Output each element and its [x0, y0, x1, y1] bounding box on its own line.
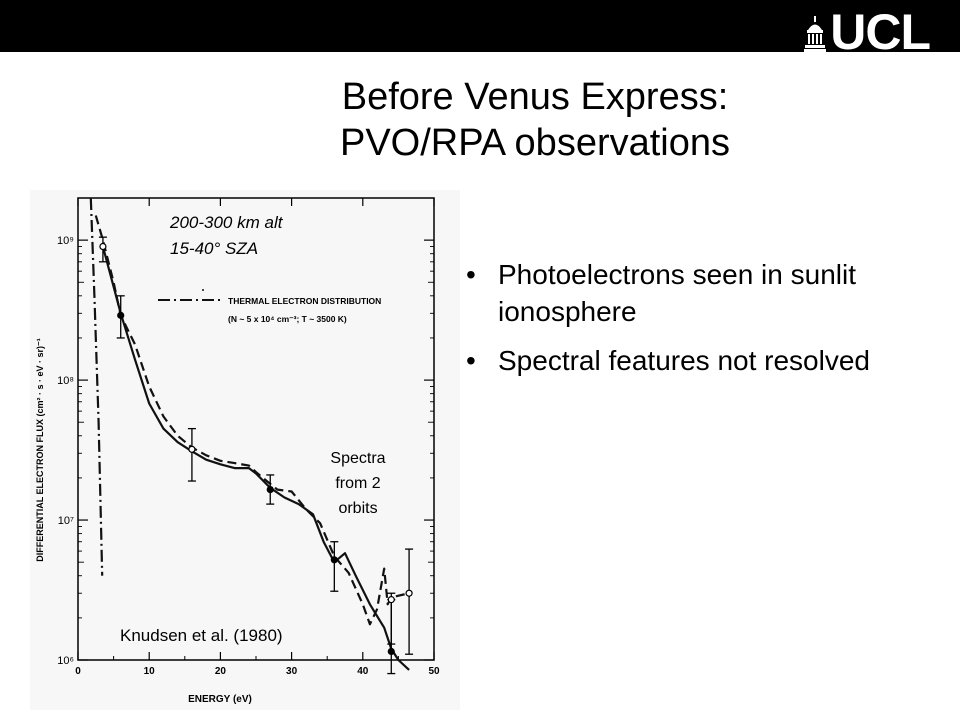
annotation-spectra-line-1: Spectra [330, 450, 385, 467]
bullet-list: Photoelectrons seen in sunlit ionosphere… [462, 256, 942, 391]
series-line-dashed [94, 215, 410, 626]
x-tick-label: 40 [357, 666, 369, 677]
data-point-open [387, 596, 395, 604]
data-point-filled [387, 647, 395, 656]
slide-title-line-2: PVO/RPA observations [339, 122, 731, 164]
x-tick-label: 50 [428, 666, 440, 677]
x-tick-label: 10 [144, 666, 156, 677]
x-tick-label: 0 [75, 666, 81, 677]
annotation-spectra-line-2: from 2 [335, 475, 380, 492]
x-tick-label: 20 [215, 666, 227, 677]
ucl-logo-text: UCL [830, 4, 931, 60]
y-tick-label: 10⁶ [57, 655, 74, 667]
series-line-dash-dot [89, 197, 104, 576]
data-point-open [188, 445, 196, 453]
ucl-logo: UCL [804, 4, 931, 60]
slide-title: Before Venus Express: PVO/RPA observatio… [250, 74, 820, 166]
y-tick-label: 10⁷ [58, 515, 74, 527]
chart-panel: 0 10 20 30 40 50 10⁶ 10⁷ 10⁸ 10⁹ 200-300 km alt 1… [30, 190, 460, 710]
annotation-sza: 15-40° SZA [170, 239, 258, 258]
slide-title-line-1: Before Venus Express: [341, 76, 729, 118]
flux-energy-chart: 0 10 20 30 40 50 10⁶ 10⁷ 10⁸ 10⁹ 200-300 km alt 1… [35, 197, 440, 705]
data-point-filled [330, 556, 338, 564]
annotation-altitude: 200-300 km alt [169, 213, 284, 232]
legend-params: (N ~ 5 x 10⁴ cm⁻³; T ~ 3500 K) [228, 314, 347, 324]
data-point-open [405, 589, 413, 597]
plot-frame [77, 197, 435, 661]
data-point-filled [117, 311, 125, 319]
data-point-filled [266, 486, 274, 494]
y-tick-label: 10⁹ [57, 235, 74, 247]
bullet-item-2: Spectral features not resolved [462, 342, 942, 379]
y-axis-label: DIFFERENTIAL ELECTRON FLUX (cm² · s · eV… [35, 338, 45, 562]
citation: Knudsen et al. (1980) [120, 626, 283, 645]
data-point-open [99, 242, 107, 251]
top-bar: UCL [0, 0, 960, 60]
x-axis-label: ENERGY (eV) [188, 694, 252, 705]
legend-label: THERMAL ELECTRON DISTRIBUTION [228, 296, 381, 306]
y-tick-label: 10⁸ [57, 375, 74, 387]
x-tick-label: 30 [286, 666, 298, 677]
bullet-item-1: Photoelectrons seen in sunlit ionosphere [462, 256, 942, 330]
annotation-spectra-line-3: orbits [338, 500, 377, 517]
ucl-portico-dome-icon [804, 16, 827, 52]
